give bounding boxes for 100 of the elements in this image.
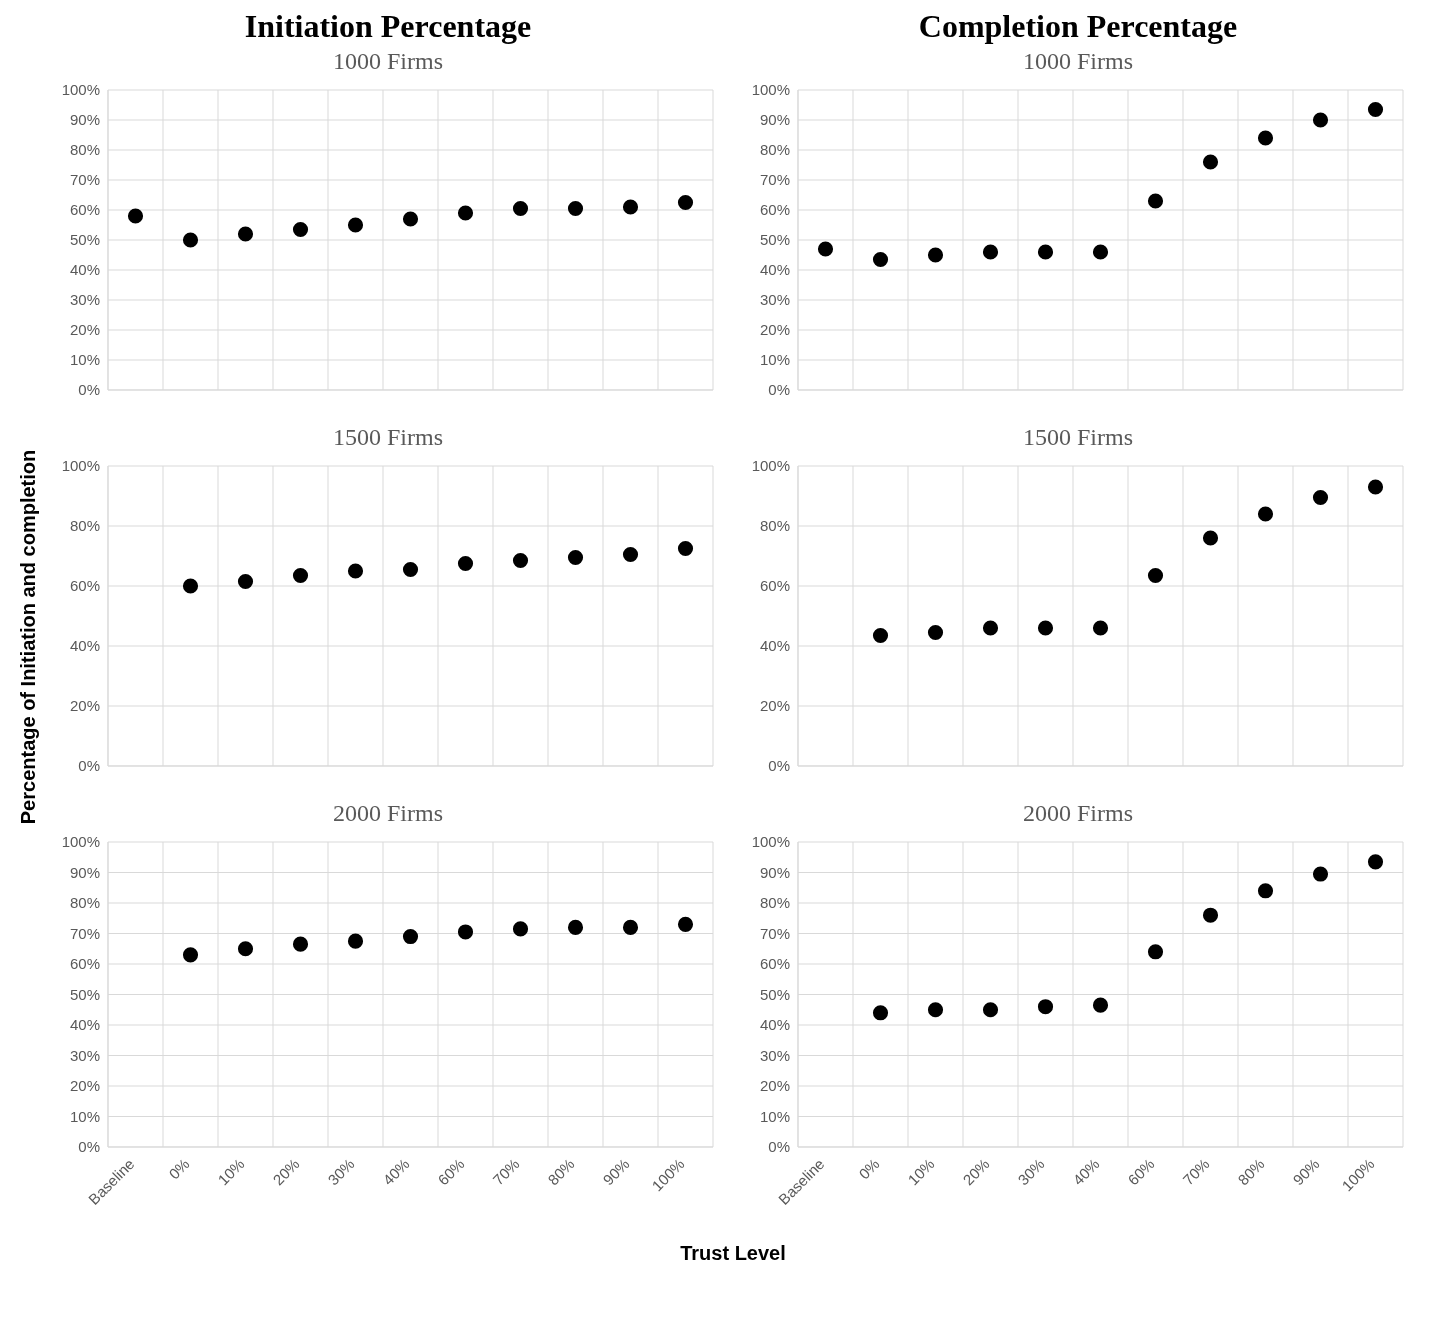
y-tick-label: 80% (759, 894, 790, 912)
point (927, 624, 944, 641)
point (1037, 244, 1054, 260)
y-tick-label: 100% (751, 833, 790, 851)
y-tick-label: 40% (759, 1016, 790, 1034)
point (237, 573, 254, 590)
point (677, 194, 694, 211)
point (457, 205, 474, 221)
x-tick-label: 90% (599, 1155, 633, 1189)
point (402, 929, 419, 945)
x-tick-label: 10% (904, 1155, 938, 1189)
point (1367, 101, 1384, 118)
x-tick-label: 70% (489, 1155, 523, 1189)
y-tick-label: 20% (69, 321, 100, 339)
x-tick-label: 40% (379, 1155, 413, 1189)
y-tick-label: 100% (61, 457, 100, 475)
point (927, 247, 944, 263)
y-tick-label: 90% (69, 863, 100, 881)
x-tick-label: 30% (1014, 1155, 1048, 1189)
y-tick-label: 30% (759, 1046, 790, 1064)
y-tick-label: 100% (61, 833, 100, 851)
x-tick-label: 0% (165, 1155, 193, 1183)
point (1257, 130, 1274, 146)
chart-title: Completion Percentage (917, 8, 1239, 46)
point (512, 921, 529, 937)
y-tick-label: 90% (759, 111, 790, 129)
chart-subtitle: 1500 Firms (1022, 424, 1134, 452)
point (1202, 154, 1219, 170)
point (1367, 479, 1384, 495)
y-tick-label: 80% (759, 517, 790, 535)
x-tick-label: 10% (214, 1155, 248, 1189)
point (127, 208, 144, 224)
point (1037, 999, 1054, 1015)
y-tick-label: 70% (759, 171, 790, 189)
point (982, 1002, 999, 1018)
point (292, 936, 309, 952)
y-tick-label: 0% (768, 1138, 790, 1156)
point (872, 627, 889, 644)
point (1312, 866, 1329, 882)
y-tick-label: 10% (69, 351, 100, 369)
point (347, 933, 364, 949)
point (1092, 244, 1109, 260)
chart-subtitle: 1500 Firms (332, 424, 444, 452)
y-tick-label: 80% (69, 894, 100, 912)
point (182, 947, 199, 963)
point (1092, 620, 1109, 636)
point (872, 1005, 889, 1021)
y-tick-label: 80% (69, 517, 100, 535)
point (1312, 489, 1329, 506)
y-tick-label: 20% (759, 1077, 790, 1095)
y-tick-label: 40% (69, 637, 100, 655)
y-tick-label: 100% (751, 457, 790, 475)
y-tick-label: 30% (69, 291, 100, 309)
point (292, 221, 309, 238)
y-tick-label: 40% (759, 637, 790, 655)
point (1147, 567, 1164, 584)
point (237, 941, 254, 957)
point (1257, 506, 1274, 522)
chart-subtitle: 2000 Firms (1022, 800, 1134, 828)
point (1202, 530, 1219, 546)
point (1202, 907, 1219, 923)
chart-title: Initiation Percentage (243, 8, 533, 46)
point (402, 211, 419, 227)
chart-subtitle: 2000 Firms (332, 800, 444, 828)
point (567, 549, 584, 566)
x-tick-label: 70% (1179, 1155, 1213, 1189)
point (347, 217, 364, 233)
x-tick-label: 80% (1234, 1155, 1268, 1189)
point (622, 919, 639, 935)
point (402, 561, 419, 578)
point (182, 232, 199, 248)
x-tick-label: 60% (434, 1155, 468, 1189)
point (982, 620, 999, 636)
y-tick-label: 90% (759, 863, 790, 881)
point (1147, 944, 1164, 960)
chart-subtitle: 1000 Firms (1022, 48, 1134, 76)
point (1312, 112, 1329, 128)
y-tick-label: 20% (69, 1077, 100, 1095)
y-tick-label: 60% (69, 577, 100, 595)
point (622, 199, 639, 215)
point (1092, 997, 1109, 1013)
y-tick-label: 50% (759, 985, 790, 1003)
point (1037, 620, 1054, 636)
point (347, 563, 364, 579)
y-tick-label: 100% (751, 81, 790, 99)
y-tick-label: 30% (759, 291, 790, 309)
point (237, 226, 254, 242)
point (182, 578, 199, 594)
y-tick-label: 60% (759, 955, 790, 973)
point (622, 546, 639, 563)
point (457, 555, 474, 572)
y-tick-label: 30% (69, 1046, 100, 1064)
x-tick-label: 0% (855, 1155, 883, 1183)
chart-subtitle: 1000 Firms (332, 48, 444, 76)
point (567, 919, 584, 935)
point (1257, 883, 1274, 899)
y-tick-label: 60% (69, 201, 100, 219)
point (567, 200, 584, 217)
y-tick-label: 50% (69, 985, 100, 1003)
y-tick-label: 20% (759, 321, 790, 339)
